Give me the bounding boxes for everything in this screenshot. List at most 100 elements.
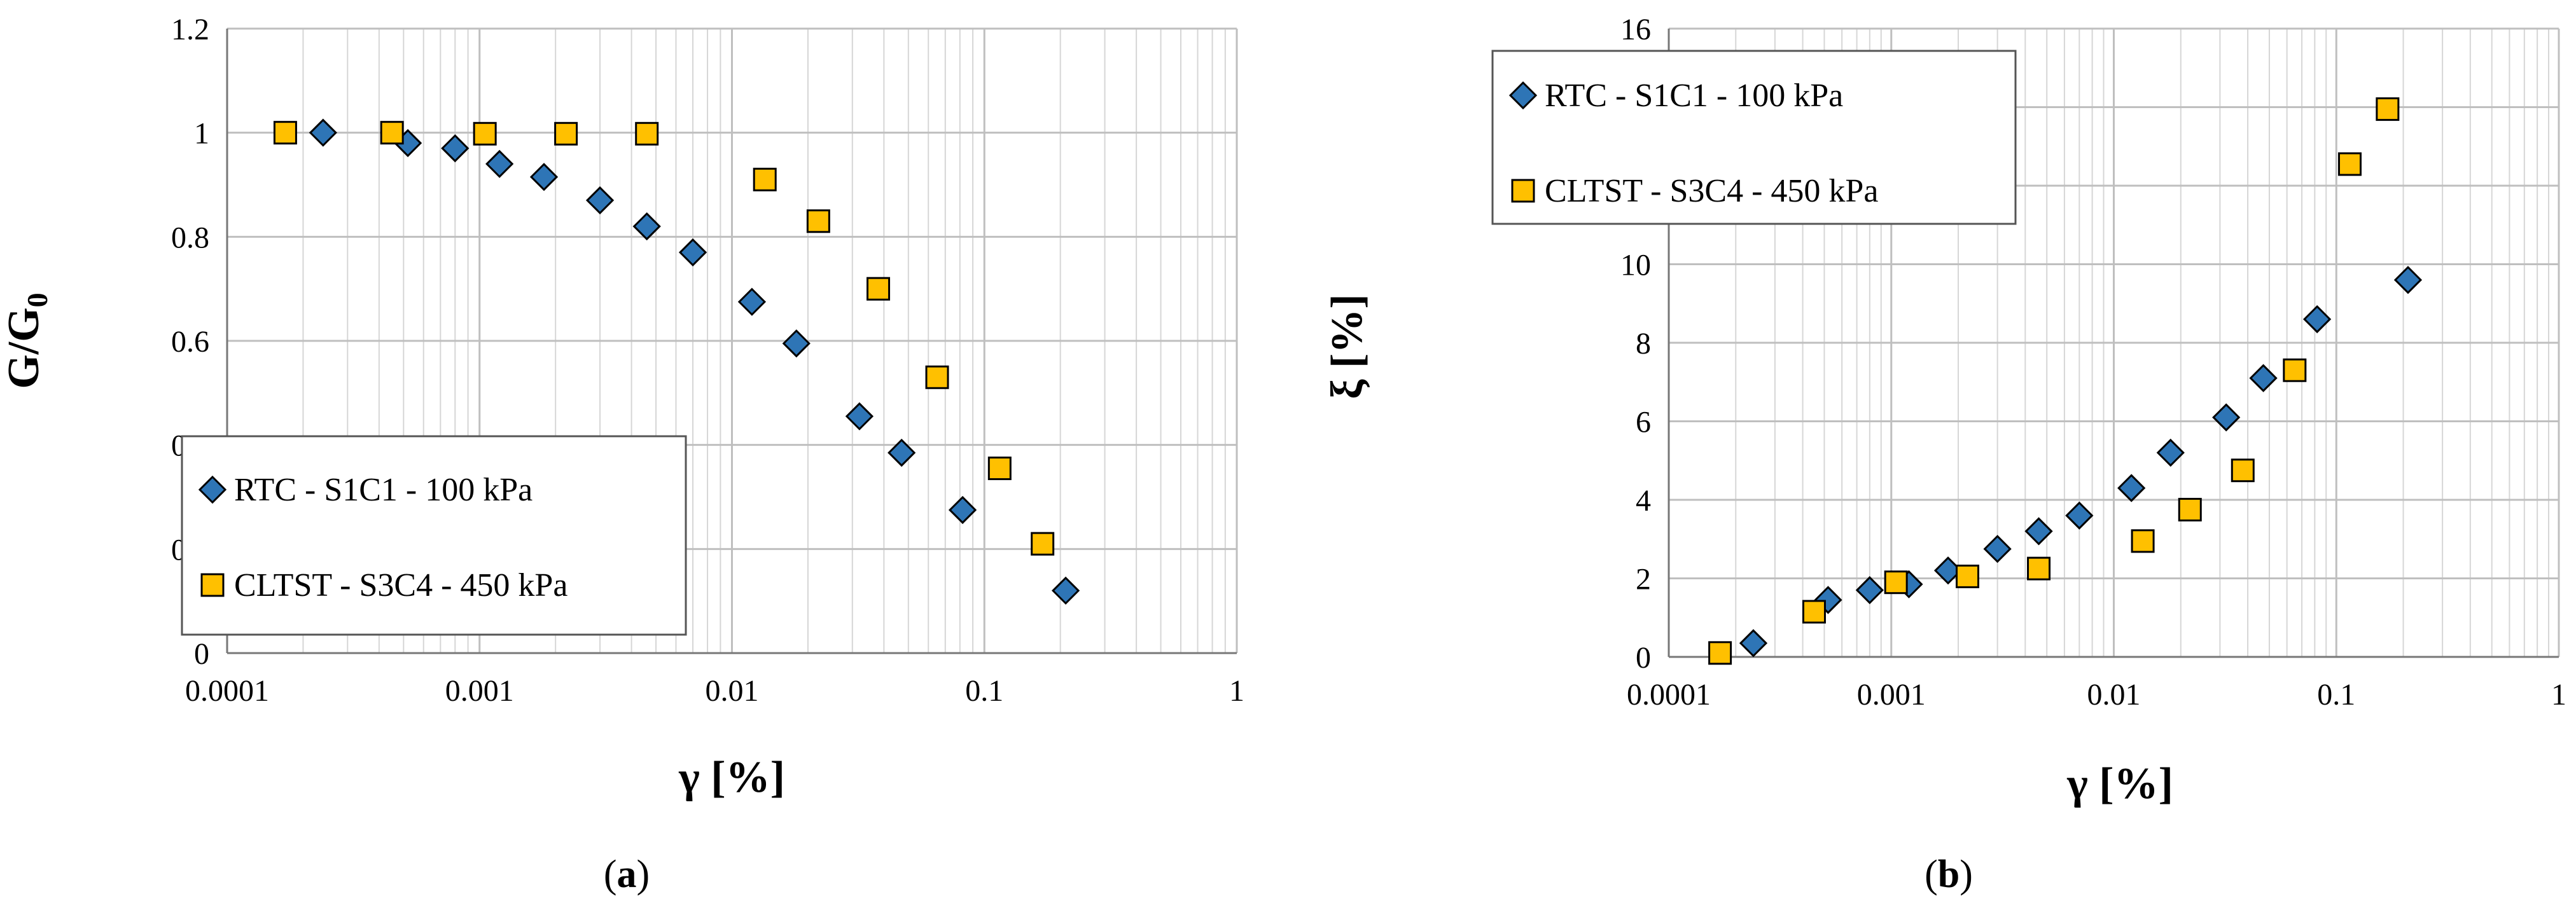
data-point bbox=[2131, 529, 2155, 553]
y-axis-title-subscript: 0 bbox=[21, 293, 53, 307]
legend-label: CLTST - S3C4 - 450 kPa bbox=[1545, 173, 1878, 209]
data-point bbox=[2231, 458, 2255, 483]
y-tick-label: 1 bbox=[194, 117, 209, 151]
data-point bbox=[753, 167, 777, 191]
caption-paren-close: ) bbox=[1960, 853, 1973, 896]
data-point bbox=[1814, 586, 1842, 614]
caption-letter: a bbox=[617, 853, 637, 896]
x-tick-label: 0.1 bbox=[965, 674, 1003, 708]
data-point bbox=[2393, 266, 2423, 294]
data-point bbox=[529, 163, 559, 191]
legend-label: RTC - S1C1 - 100 kPa bbox=[234, 472, 533, 508]
data-point bbox=[782, 329, 811, 358]
data-point bbox=[2302, 305, 2332, 334]
data-point bbox=[1708, 641, 1732, 665]
data-point bbox=[2117, 474, 2146, 502]
series-rtc bbox=[309, 118, 1080, 605]
y-tick-label: 2 bbox=[1636, 563, 1651, 596]
data-point bbox=[632, 212, 661, 241]
x-tick-label: 0.01 bbox=[706, 674, 759, 708]
data-point bbox=[2376, 97, 2400, 121]
legend-label: RTC - S1C1 - 100 kPa bbox=[1545, 78, 1843, 114]
data-point bbox=[678, 238, 707, 267]
legend-label: CLTST - S3C4 - 450 kPa bbox=[234, 567, 567, 603]
data-point bbox=[845, 402, 874, 431]
legend-marker bbox=[1508, 81, 1538, 110]
series-cltst bbox=[1708, 97, 2400, 665]
y-axis-title: G/G0 bbox=[0, 293, 53, 389]
data-point bbox=[273, 121, 297, 145]
data-point bbox=[2027, 556, 2051, 581]
data-point bbox=[2249, 364, 2278, 392]
data-point bbox=[888, 438, 916, 467]
x-tick-label: 1 bbox=[2551, 678, 2566, 712]
legend: RTC - S1C1 - 100 kPa CLTST - S3C4 - 450 k… bbox=[1491, 50, 2017, 225]
legend-marker bbox=[200, 573, 225, 597]
data-point bbox=[380, 121, 404, 145]
data-point bbox=[2283, 358, 2307, 382]
x-tick-label: 0.01 bbox=[2087, 678, 2141, 712]
data-point bbox=[441, 134, 470, 163]
y-tick-label: 0.6 bbox=[171, 325, 209, 359]
data-point bbox=[1983, 535, 2012, 563]
legend: RTC - S1C1 - 100 kPa CLTST - S3C4 - 450 k… bbox=[181, 435, 687, 636]
data-point bbox=[1884, 570, 1908, 595]
data-point bbox=[1802, 600, 1826, 624]
data-point bbox=[1855, 576, 1884, 605]
x-tick-label: 0.0001 bbox=[185, 674, 269, 708]
panel-caption: (b) bbox=[1925, 853, 1973, 896]
y-axis-title-main: G/G bbox=[0, 307, 48, 389]
data-point bbox=[867, 277, 891, 301]
y-tick-label: 10 bbox=[1620, 249, 1651, 282]
data-point bbox=[485, 149, 514, 178]
series-rtc bbox=[1739, 266, 2423, 658]
data-point bbox=[635, 121, 659, 146]
data-point bbox=[1031, 532, 1055, 556]
data-point bbox=[925, 365, 949, 389]
caption-paren-open: ( bbox=[604, 853, 617, 896]
y-axis-title: ξ [%] bbox=[1323, 294, 1372, 399]
data-point bbox=[1739, 629, 1768, 658]
x-tick-label: 1 bbox=[1229, 674, 1244, 708]
data-point bbox=[2024, 517, 2053, 546]
y-tick-label: 6 bbox=[1636, 406, 1651, 439]
caption-paren-open: ( bbox=[1925, 853, 1938, 896]
x-axis-title: γ [%] bbox=[678, 753, 785, 802]
chart-a: 0.00010.0010.010.1100.20.40.60.811.2RTC … bbox=[0, 13, 1244, 896]
data-point bbox=[2065, 501, 2094, 530]
data-point bbox=[2156, 438, 2185, 467]
data-point bbox=[1956, 564, 1980, 588]
series-cltst bbox=[273, 121, 1055, 556]
data-point bbox=[2212, 403, 2241, 432]
x-tick-label: 0.001 bbox=[445, 674, 514, 708]
data-point bbox=[806, 209, 830, 233]
data-point bbox=[309, 118, 337, 147]
legend-box bbox=[1491, 50, 2017, 225]
panel-caption: (a) bbox=[604, 853, 650, 896]
data-point bbox=[2178, 497, 2202, 521]
data-point bbox=[737, 287, 767, 316]
legend-marker bbox=[1511, 179, 1535, 203]
y-tick-label: 0.8 bbox=[171, 221, 209, 254]
y-tick-label: 8 bbox=[1636, 327, 1651, 361]
x-tick-label: 0.001 bbox=[1857, 678, 1926, 712]
legend-marker bbox=[198, 475, 227, 504]
legend-box bbox=[181, 435, 687, 636]
data-point bbox=[473, 121, 497, 146]
data-point bbox=[585, 186, 615, 215]
y-tick-label: 4 bbox=[1636, 484, 1651, 518]
data-point bbox=[2337, 152, 2362, 176]
x-tick-label: 0.0001 bbox=[1627, 678, 1711, 712]
y-tick-label: 1.2 bbox=[171, 13, 209, 46]
data-point bbox=[1051, 576, 1080, 605]
caption-paren-close: ) bbox=[637, 853, 650, 896]
y-tick-label: 16 bbox=[1620, 13, 1651, 46]
data-point bbox=[987, 456, 1012, 480]
x-axis-title: γ [%] bbox=[2066, 759, 2173, 808]
x-tick-label: 0.1 bbox=[2317, 678, 2355, 712]
caption-letter: b bbox=[1938, 853, 1960, 896]
y-tick-label: 0 bbox=[194, 637, 209, 671]
y-tick-label: 0 bbox=[1636, 641, 1651, 675]
